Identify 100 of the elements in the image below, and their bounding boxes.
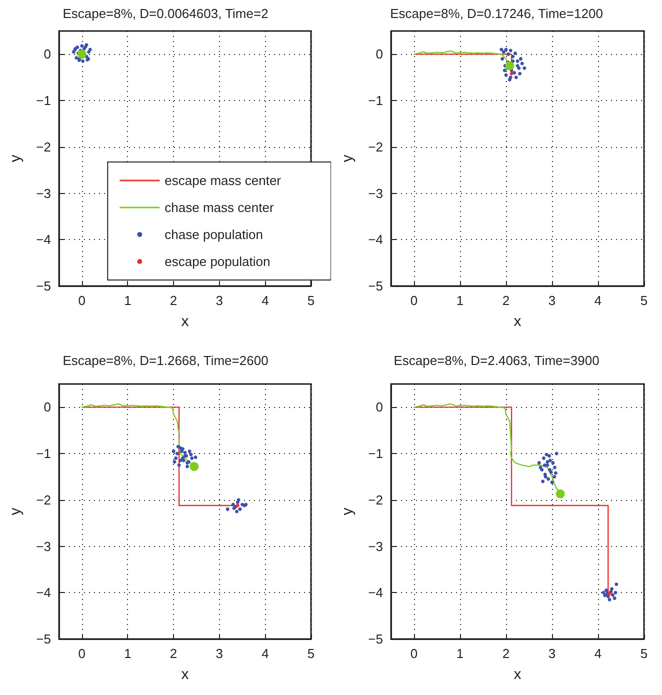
point bbox=[500, 48, 504, 52]
point bbox=[505, 61, 514, 70]
point bbox=[516, 59, 520, 63]
point bbox=[522, 66, 526, 70]
y-tick-label: −2 bbox=[36, 139, 51, 154]
y-tick-label: −1 bbox=[368, 93, 383, 108]
point bbox=[520, 62, 524, 66]
point bbox=[554, 452, 558, 456]
x-tick-label: 3 bbox=[548, 646, 556, 661]
x-tick-label: 1 bbox=[456, 293, 464, 308]
y-tick-label: −2 bbox=[36, 492, 51, 508]
point bbox=[502, 50, 506, 54]
x-tick-label: 3 bbox=[216, 293, 223, 308]
y-tick-label: −4 bbox=[368, 585, 383, 600]
x-tick-label: 2 bbox=[502, 646, 510, 661]
y-tick-label: −3 bbox=[368, 186, 383, 201]
x-tick-label: 0 bbox=[78, 293, 86, 308]
y-axis-title: y bbox=[7, 154, 24, 162]
point bbox=[610, 593, 614, 597]
y-tick-label: 0 bbox=[376, 400, 383, 415]
point bbox=[552, 474, 556, 478]
point bbox=[542, 456, 546, 460]
x-tick-label: 2 bbox=[502, 293, 510, 308]
x-tick-label: 5 bbox=[307, 646, 315, 661]
x-tick-label: 3 bbox=[548, 293, 556, 308]
point bbox=[194, 456, 198, 460]
x-tick-label: 2 bbox=[170, 646, 178, 661]
y-axis-title: y bbox=[339, 154, 356, 162]
point bbox=[518, 72, 522, 76]
point bbox=[550, 480, 554, 484]
point bbox=[190, 462, 199, 472]
legend-label: chase population bbox=[164, 227, 263, 242]
legend-label: chase mass center bbox=[164, 200, 274, 215]
y-tick-label: −3 bbox=[36, 186, 51, 201]
y-tick-label: −5 bbox=[36, 632, 51, 646]
x-axis-title: x bbox=[181, 313, 190, 330]
point bbox=[604, 588, 608, 592]
point bbox=[175, 452, 179, 456]
point bbox=[174, 456, 178, 460]
point bbox=[188, 449, 192, 453]
point bbox=[554, 471, 558, 475]
point bbox=[80, 44, 84, 48]
x-tick-label: 1 bbox=[124, 293, 132, 308]
point bbox=[546, 460, 550, 464]
point bbox=[508, 48, 512, 52]
x-tick-label: 1 bbox=[124, 646, 132, 661]
point bbox=[172, 460, 176, 464]
point bbox=[612, 596, 616, 600]
point bbox=[512, 70, 516, 74]
point bbox=[172, 449, 176, 453]
point bbox=[518, 57, 522, 61]
x-tick-label: 4 bbox=[262, 293, 269, 308]
x-tick-label: 5 bbox=[640, 293, 648, 308]
y-tick-label: −1 bbox=[36, 446, 51, 462]
y-tick-label: −2 bbox=[368, 139, 383, 154]
y-tick-label: 0 bbox=[44, 400, 51, 415]
point bbox=[183, 450, 187, 454]
point bbox=[614, 590, 618, 594]
point bbox=[500, 57, 504, 61]
point bbox=[180, 456, 184, 460]
x-tick-label: 4 bbox=[594, 293, 602, 308]
point bbox=[614, 582, 618, 586]
point bbox=[238, 507, 242, 511]
point bbox=[553, 466, 557, 470]
point bbox=[551, 461, 555, 465]
y-tick-label: −3 bbox=[36, 538, 51, 554]
chart-title: Escape=8%, D=0.17246, Time=1200 bbox=[390, 6, 603, 21]
point bbox=[542, 463, 546, 467]
y-tick-label: −3 bbox=[368, 538, 383, 554]
x-axis-title: x bbox=[514, 313, 522, 330]
y-tick-label: −4 bbox=[36, 232, 51, 248]
point bbox=[513, 52, 517, 56]
y-tick-label: −4 bbox=[368, 232, 383, 248]
y-tick-label: −4 bbox=[36, 585, 51, 600]
y-tick-label: 0 bbox=[376, 46, 383, 62]
legend-label: escape mass center bbox=[164, 173, 282, 188]
point bbox=[547, 454, 551, 458]
point bbox=[74, 56, 78, 60]
point bbox=[177, 463, 181, 467]
point bbox=[77, 50, 86, 59]
point bbox=[88, 48, 92, 52]
x-tick-label: 4 bbox=[262, 646, 269, 661]
chart-title: Escape=8%, D=1.2668, Time=2600 bbox=[62, 353, 268, 368]
x-tick-label: 5 bbox=[307, 293, 315, 308]
point bbox=[514, 76, 518, 80]
x-tick-label: 0 bbox=[410, 646, 418, 661]
point bbox=[548, 458, 552, 462]
point bbox=[541, 480, 545, 484]
y-tick-label: −5 bbox=[36, 278, 51, 294]
point bbox=[235, 510, 239, 514]
x-tick-label: 4 bbox=[594, 646, 602, 661]
point bbox=[537, 461, 541, 465]
point bbox=[546, 477, 550, 481]
y-tick-label: −5 bbox=[368, 278, 383, 294]
point bbox=[502, 68, 506, 72]
point bbox=[511, 54, 515, 58]
point bbox=[226, 507, 230, 511]
x-tick-label: 5 bbox=[640, 646, 648, 661]
x-axis-title: x bbox=[181, 666, 190, 683]
y-tick-label: −5 bbox=[368, 632, 383, 646]
